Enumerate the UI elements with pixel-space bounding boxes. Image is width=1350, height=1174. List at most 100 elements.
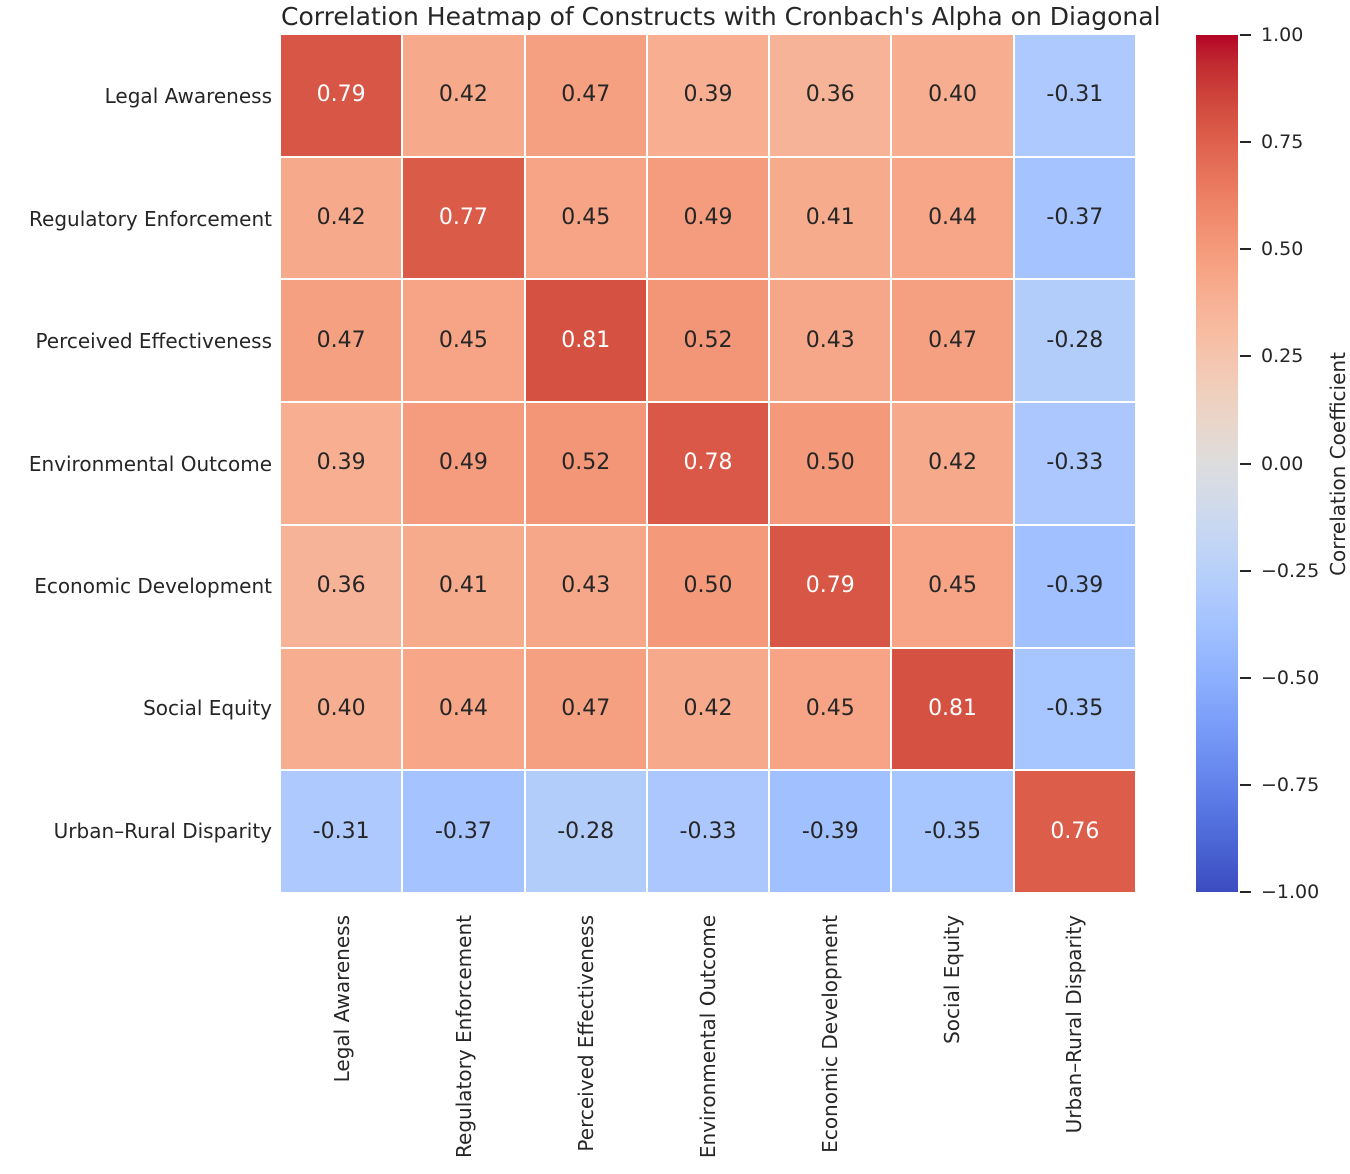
heatmap-cell: 0.44 — [892, 157, 1013, 279]
heatmap-cell: 0.44 — [403, 648, 524, 770]
heatmap-cell-value: 0.39 — [683, 82, 733, 108]
heatmap-cell: 0.50 — [647, 525, 769, 647]
heatmap-cell: -0.37 — [403, 771, 524, 892]
colorbar-tick-mark — [1240, 891, 1251, 893]
heatmap-cell-value: 0.49 — [438, 450, 488, 476]
heatmap-cell: -0.28 — [525, 771, 646, 892]
heatmap-cell-value: -0.39 — [1046, 573, 1104, 599]
x-tick-label-text: Economic Development — [818, 915, 842, 1153]
heatmap-cell-value: 0.45 — [805, 695, 855, 721]
heatmap-cell-value: -0.37 — [1046, 205, 1104, 231]
colorbar-tick-label: 0.25 — [1261, 345, 1304, 368]
heatmap-cell-value: -0.28 — [557, 818, 615, 844]
colorbar-axis-label: Correlation Coefficient — [1326, 351, 1350, 576]
heatmap-cell: 0.39 — [281, 403, 402, 524]
heatmap-cell: 0.42 — [892, 403, 1013, 524]
heatmap-cell-value: -0.28 — [1046, 327, 1104, 353]
heatmap-cell-value: 0.40 — [316, 695, 366, 721]
heatmap-cell: -0.33 — [1014, 403, 1135, 524]
heatmap-grid: 0.79 0.42 0.47 0.39 0.36 0.40 -0.31 0.42 0.77 0.4… — [281, 35, 1135, 892]
heatmap-cell-value: 0.44 — [438, 695, 488, 721]
heatmap-cell: 0.50 — [770, 403, 891, 524]
x-tick-label-text: Regulatory Enforcement — [452, 915, 476, 1158]
colorbar-tick-label: 0.00 — [1261, 452, 1304, 475]
heatmap-cell: -0.28 — [1014, 280, 1135, 402]
heatmap-cell-value: -0.37 — [434, 818, 492, 844]
heatmap-cell-value: 0.47 — [928, 327, 978, 353]
heatmap-cell-value: 0.81 — [561, 327, 611, 353]
colorbar-tick-mark — [1240, 569, 1251, 572]
x-tick-label-text: Urban–Rural Disparity — [1062, 915, 1086, 1134]
heatmap-cell: 0.76 — [1014, 771, 1135, 892]
heatmap-cell: 0.42 — [281, 157, 402, 279]
colorbar-tick-label: −0.25 — [1261, 559, 1320, 582]
heatmap-cell-value: -0.33 — [1046, 450, 1104, 476]
heatmap-cell: 0.45 — [892, 525, 1013, 647]
heatmap-cell-value: 0.50 — [683, 573, 733, 599]
heatmap-cell-value: 0.52 — [561, 450, 611, 476]
heatmap-cell: -0.39 — [1014, 525, 1135, 647]
x-tick-label-text: Legal Awareness — [330, 915, 354, 1083]
x-tick-label-text: Perceived Effectiveness — [574, 915, 598, 1152]
heatmap-cell-value: 0.52 — [683, 327, 733, 353]
heatmap-cell: 0.52 — [525, 403, 646, 524]
heatmap-cell: 0.43 — [525, 525, 646, 647]
heatmap-cell-value: 0.79 — [805, 573, 855, 599]
colorbar-tick-label: −0.75 — [1261, 773, 1320, 796]
heatmap-cell-value: -0.31 — [1046, 82, 1104, 108]
heatmap-cell-value: 0.45 — [928, 573, 978, 599]
heatmap-cell: 0.79 — [770, 525, 891, 647]
heatmap-cell: 0.52 — [647, 280, 769, 402]
heatmap-cell: 0.47 — [281, 280, 402, 402]
heatmap-cell: 0.40 — [281, 648, 402, 770]
heatmap-cell: 0.45 — [770, 648, 891, 770]
heatmap-cell: 0.49 — [403, 403, 524, 524]
heatmap-cell-value: 0.36 — [805, 82, 855, 108]
heatmap-cell-value: 0.76 — [1050, 818, 1100, 844]
heatmap-cell: 0.43 — [770, 280, 891, 402]
heatmap-cell: -0.35 — [892, 771, 1013, 892]
y-tick-label: Environmental Outcome — [28, 451, 272, 476]
colorbar-tick-mark — [1240, 141, 1251, 144]
y-tick-label: Legal Awareness — [104, 84, 272, 109]
heatmap-cell: 0.47 — [525, 35, 646, 156]
heatmap-cell-value: 0.47 — [561, 82, 611, 108]
heatmap-cell-value: 0.49 — [683, 205, 733, 231]
heatmap-cell-value: 0.78 — [683, 450, 733, 476]
heatmap-cell: -0.31 — [281, 771, 402, 892]
heatmap-cell: -0.37 — [1014, 157, 1135, 279]
x-tick-label-text: Social Equity — [940, 915, 964, 1044]
heatmap-cell: 0.42 — [403, 35, 524, 156]
heatmap-cell: 0.36 — [770, 35, 891, 156]
heatmap-cell-value: 0.42 — [438, 82, 488, 108]
colorbar-axis-label-wrap: Correlation Coefficient — [1324, 35, 1350, 892]
heatmap-cell-value: -0.33 — [679, 818, 737, 844]
x-tick-label-text: Environmental Outcome — [696, 915, 720, 1159]
y-tick-label: Perceived Effectiveness — [35, 329, 272, 354]
chart-title: Correlation Heatmap of Constructs with C… — [281, 2, 1161, 31]
heatmap-cell-value: 0.41 — [438, 573, 488, 599]
heatmap-cell: -0.39 — [770, 771, 891, 892]
heatmap-cell: 0.45 — [403, 280, 524, 402]
heatmap-cell-value: 0.81 — [928, 695, 978, 721]
heatmap-cell-value: 0.79 — [316, 82, 366, 108]
heatmap-cell-value: -0.39 — [801, 818, 859, 844]
heatmap-cell-value: 0.40 — [928, 82, 978, 108]
heatmap-cell: 0.47 — [892, 280, 1013, 402]
y-tick-label: Urban–Rural Disparity — [53, 818, 272, 843]
heatmap-cell: -0.33 — [647, 771, 769, 892]
heatmap-cell-value: -0.31 — [312, 818, 370, 844]
colorbar-tick-mark — [1240, 248, 1251, 251]
heatmap-cell: 0.81 — [525, 280, 646, 402]
y-tick-label: Economic Development — [34, 573, 272, 598]
heatmap-cell-value: -0.35 — [924, 818, 982, 844]
heatmap-cell-value: 0.36 — [316, 573, 366, 599]
colorbar-tick-label: −0.50 — [1261, 666, 1320, 689]
heatmap-cell: 0.39 — [647, 35, 769, 156]
y-tick-label: Social Equity — [143, 696, 272, 721]
heatmap-cell-value: 0.45 — [438, 327, 488, 353]
heatmap-cell: 0.36 — [281, 525, 402, 647]
heatmap-cell: 0.41 — [770, 157, 891, 279]
colorbar-tick-mark — [1240, 34, 1251, 36]
heatmap-cell: 0.79 — [281, 35, 402, 156]
